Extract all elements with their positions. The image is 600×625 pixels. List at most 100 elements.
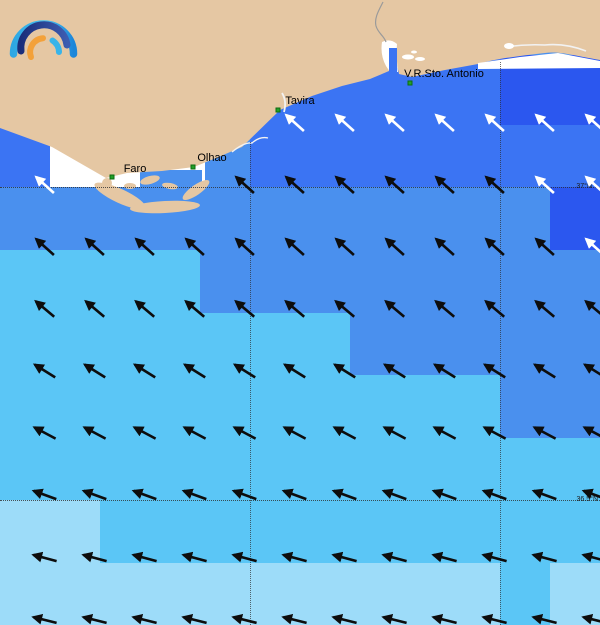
wind-arrow: [81, 551, 107, 563]
shore-strip: [478, 53, 600, 69]
wind-arrow: [532, 426, 557, 440]
wind-arrow: [481, 488, 507, 501]
wind-arrow: [34, 299, 56, 318]
creek-olhao-east: [231, 136, 269, 153]
speed-cell-sea_light: [0, 375, 500, 438]
wind-arrow: [81, 488, 107, 501]
wind-arrow: [432, 363, 456, 379]
latitude-label: 36.5°N: [576, 496, 598, 504]
wind-arrow: [382, 363, 406, 379]
city-label: Faro: [123, 163, 147, 175]
wind-arrow: [531, 613, 557, 625]
wind-arrow: [482, 426, 507, 440]
city-marker-tavira[interactable]: [275, 107, 281, 113]
wind-arrow: [281, 488, 307, 501]
speed-cell-sea_light: [0, 312, 350, 376]
wind-arrow: [584, 299, 600, 315]
speed-cell-nodata: [50, 140, 205, 187]
wind-arrow: [434, 113, 455, 132]
latitude-label: 37°N: [576, 182, 592, 190]
speed-cell-lagoon: [112, 186, 207, 212]
wind-arrow: [434, 299, 456, 318]
wind-arrow: [232, 426, 257, 440]
estuary-channel: [389, 48, 397, 73]
wind-arrow: [434, 175, 455, 194]
wind-arrow: [281, 613, 307, 625]
wind-arrow: [84, 237, 105, 256]
wind-arrow: [184, 237, 205, 256]
speed-cell-sea_dark: [500, 55, 600, 125]
speed-cell-nodata: [192, 186, 206, 197]
wind-arrow: [34, 237, 55, 256]
wind-arrow: [582, 426, 600, 438]
speed-cell-sea_light: [100, 500, 600, 563]
city-label: V.R.Sto. Antonio: [404, 68, 484, 80]
wind-arrow: [334, 299, 356, 318]
wind-arrow: [81, 613, 107, 625]
logo-orange-arc: [27, 35, 46, 60]
longitude-line: [250, 142, 251, 625]
wind-arrow: [531, 551, 557, 563]
estuary-white: [381, 40, 398, 72]
wind-arrow: [134, 237, 155, 256]
wind-arrow: [582, 363, 600, 376]
speed-cell-sea_royal: [250, 55, 600, 187]
wind-arrow: [82, 363, 106, 379]
logo-inner-arc: [49, 37, 62, 55]
barrier-islands: [94, 175, 210, 214]
wind-arrow: [484, 175, 505, 194]
wind-arrow: [34, 175, 55, 194]
wind-arrow: [181, 488, 207, 501]
speed-cell-sea_lighter: [0, 500, 100, 563]
wind-arrow: [534, 299, 556, 318]
wind-arrow: [584, 175, 600, 192]
wind-arrow: [481, 613, 507, 625]
pond-topright: [504, 43, 514, 49]
wind-arrow: [584, 237, 600, 254]
wind-arrow: [182, 363, 206, 379]
wind-arrow: [581, 613, 600, 625]
wind-arrow: [384, 113, 405, 132]
wind-arrow: [132, 426, 157, 440]
wind-arrow: [482, 363, 506, 379]
wind-arrow: [281, 551, 307, 563]
creek-topright: [504, 43, 587, 52]
wind-arrow: [332, 363, 356, 379]
guadiana-river: [374, 1, 387, 43]
wind-arrow: [381, 488, 407, 501]
wind-arrow: [282, 363, 306, 379]
wind-arrow: [231, 613, 257, 625]
wind-arrow: [134, 299, 156, 318]
wind-arrow: [231, 488, 257, 501]
wind-arrow: [534, 113, 555, 132]
wind-arrow: [384, 237, 405, 256]
marsh-1: [402, 54, 414, 60]
wind-arrow: [334, 113, 355, 132]
wind-arrow: [284, 299, 306, 318]
marsh-3: [411, 50, 417, 54]
speed-cell-lagoon: [140, 170, 202, 187]
wind-arrow: [531, 488, 557, 501]
wind-arrow: [331, 488, 357, 501]
speed-cell-sea_lighter: [550, 562, 600, 625]
wind-arrow: [131, 488, 157, 501]
wind-arrow: [331, 551, 357, 563]
wind-arrow: [534, 175, 555, 194]
wind-arrow: [182, 426, 207, 440]
wisuki-rainbow-logo[interactable]: [0, 0, 90, 80]
wind-arrow: [484, 237, 505, 256]
wind-arrow: [82, 426, 107, 440]
city-marker-olhao[interactable]: [190, 164, 196, 170]
wind-arrow: [234, 175, 255, 194]
wind-arrow: [384, 175, 405, 194]
wind-arrow: [484, 299, 506, 318]
wind-arrow: [434, 237, 455, 256]
wind-arrow: [584, 113, 600, 130]
city-marker-faro[interactable]: [109, 174, 115, 180]
wind-arrow: [31, 613, 57, 625]
city-marker-v-r-sto-antonio[interactable]: [407, 80, 413, 86]
